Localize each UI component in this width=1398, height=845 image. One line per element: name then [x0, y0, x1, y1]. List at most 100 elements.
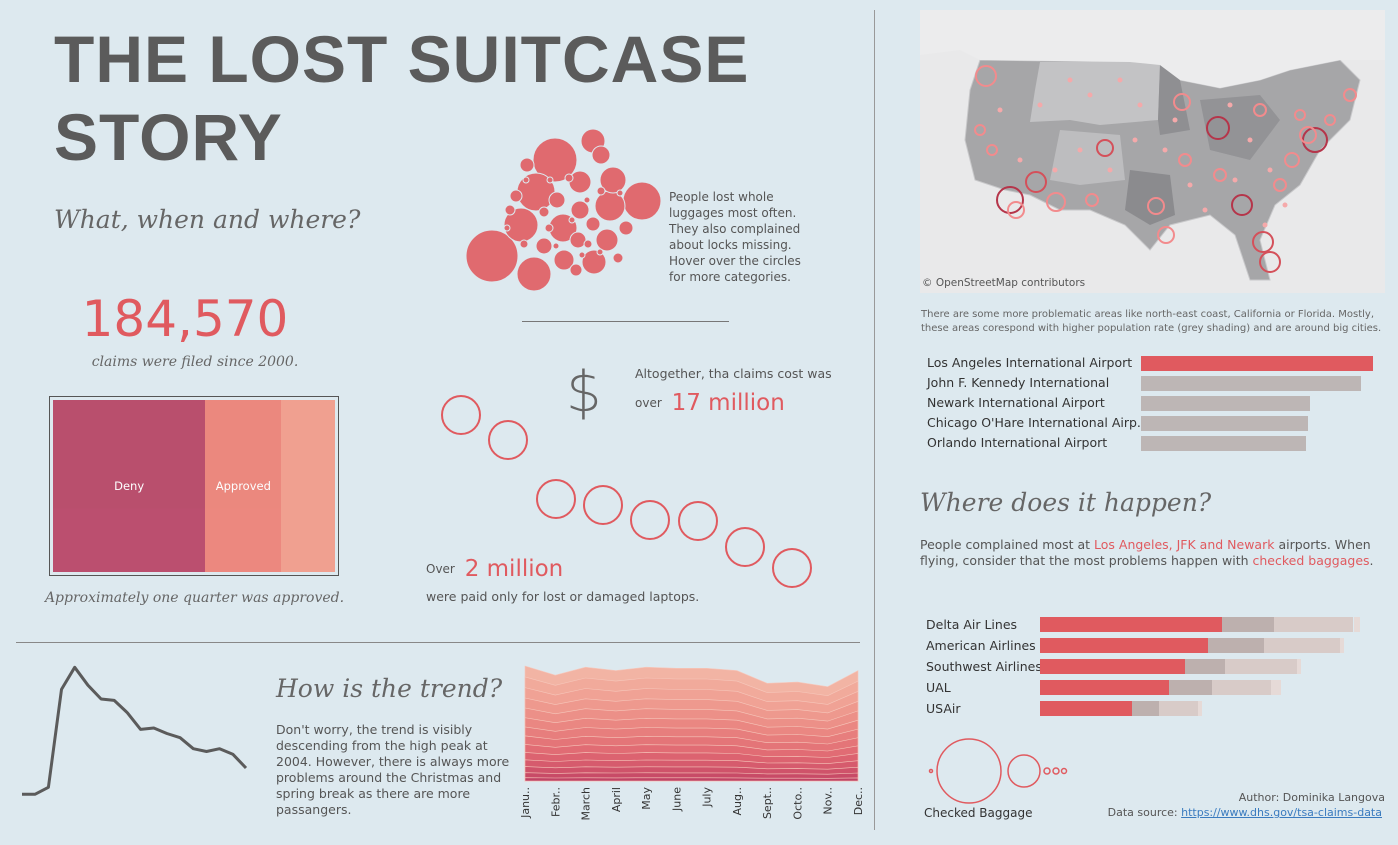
bubble [564, 173, 574, 183]
airline-bar-segment[interactable] [1132, 701, 1159, 716]
treemap-cell-deny[interactable]: Deny [53, 400, 206, 572]
horizontal-divider [16, 642, 860, 643]
airline-bar-segment[interactable] [1211, 680, 1271, 695]
where-heading: Where does it happen? [920, 488, 1212, 517]
trend-heading: How is the trend? [276, 674, 503, 703]
treemap-frame: Deny Approved [49, 396, 339, 576]
monthly-area-chart[interactable]: Janu.. Febr.. March April May June July Aug.. Se… [520, 655, 865, 840]
airline-bar-segment[interactable] [1353, 617, 1361, 632]
airline-bar-segment[interactable] [1040, 701, 1133, 716]
treemap-caption: Approximately one quarter was approved. [44, 590, 345, 606]
treemap-cell-approved[interactable]: Approved [205, 400, 282, 572]
airline-bar-chart[interactable]: Delta Air Lines American Airlines Southwes… [920, 615, 1385, 720]
airline-bar-segment[interactable] [1224, 659, 1298, 674]
airline-bar-segment[interactable] [1297, 659, 1301, 674]
airport-bar[interactable] [1141, 376, 1362, 391]
bubble [583, 239, 593, 249]
bubble [568, 216, 576, 224]
airline-bar-segment[interactable] [1264, 638, 1341, 653]
source-label: Data source: [1107, 806, 1182, 819]
category-bubbles[interactable] [460, 120, 670, 300]
airline-bar-segment[interactable] [1208, 638, 1265, 653]
area-layer [524, 777, 859, 782]
airline-bar-segment[interactable] [1340, 638, 1344, 653]
airline-bar-segment[interactable] [1040, 617, 1222, 632]
airport-label: Chicago O'Hare International Airp.. [927, 415, 1145, 430]
small-markers [997, 77, 1288, 228]
source-link[interactable]: https://www.dhs.gov/tsa-claims-data [1181, 806, 1382, 819]
title-line-2: STORY [54, 100, 283, 174]
airline-bar-segment[interactable] [1158, 701, 1199, 716]
month-tick-label: June [670, 787, 683, 812]
airline-bar-segment[interactable] [1168, 680, 1212, 695]
claim-type-legend[interactable] [925, 735, 1075, 805]
bubble [552, 242, 560, 250]
yearly-trend-chart[interactable] [18, 655, 258, 805]
legend-checked-label: Checked Baggage [924, 806, 1033, 820]
airport-bar[interactable] [1141, 436, 1306, 451]
bubble [546, 176, 554, 184]
where-text-part: . [1369, 553, 1374, 568]
airline-bar-segment[interactable] [1040, 659, 1186, 674]
bubble [618, 220, 634, 236]
map-attribution[interactable]: © OpenStreetMap contributors [922, 277, 1086, 289]
bubble [591, 145, 611, 165]
bubble [553, 249, 575, 271]
where-text-part: airports. When flying, consider that the… [920, 537, 1371, 568]
bubble [538, 206, 550, 218]
airline-bar-segment[interactable] [1274, 617, 1354, 632]
airline-bar-segment[interactable] [1198, 701, 1202, 716]
circle-mark [441, 395, 481, 435]
city-markers [974, 65, 1357, 273]
section-divider [522, 321, 729, 322]
legend-circle-checked [936, 738, 1002, 804]
bubble [596, 186, 606, 196]
decision-treemap[interactable]: Deny Approved [53, 400, 335, 572]
footer-author: Author: Dominika Langova [1238, 791, 1385, 804]
airport-bar-chart[interactable]: Los Angeles International Airport John F.… [920, 354, 1385, 464]
bubble [544, 223, 554, 233]
bubble-whole-luggage [465, 229, 519, 283]
treemap-cell-other[interactable] [281, 400, 335, 572]
legend-circle [928, 768, 934, 774]
bubble [596, 248, 604, 256]
map-region [1050, 130, 1125, 185]
airline-label: USAir [926, 701, 961, 716]
airline-bar-segment[interactable] [1185, 659, 1225, 674]
airport-bar[interactable] [1141, 416, 1309, 431]
canada-area [920, 10, 1385, 88]
legend-circle [1060, 767, 1068, 775]
month-tick-label: Janu.. [520, 787, 532, 819]
bubble [519, 157, 535, 173]
bubble [616, 189, 624, 197]
month-tick-label: May [640, 787, 653, 810]
bubble-locks [622, 181, 662, 221]
cost-intro: Altogether, tha claims cost was [635, 366, 832, 381]
cost-amount: 17 million [671, 390, 785, 416]
airline-bar-segment[interactable] [1040, 680, 1169, 695]
airport-label: Orlando International Airport [927, 435, 1108, 450]
map-canvas[interactable] [920, 10, 1385, 293]
where-text-part: People complained most at [920, 537, 1095, 552]
bubble [503, 224, 511, 232]
airport-bar[interactable] [1141, 396, 1311, 411]
airline-bar-segment[interactable] [1221, 617, 1275, 632]
airline-bar-segment[interactable] [1271, 680, 1281, 695]
laptop-circles[interactable] [430, 385, 820, 595]
airport-bar[interactable] [1141, 356, 1373, 371]
bubble [599, 166, 627, 194]
circle-mark [725, 527, 765, 567]
month-tick-label: Febr.. [549, 787, 562, 817]
month-tick-label: Nov.. [822, 787, 835, 815]
claims-map[interactable]: © OpenStreetMap contributors [920, 10, 1385, 293]
bubble [570, 200, 590, 220]
bubble [581, 249, 607, 275]
month-tick-label: Dec.. [852, 787, 865, 815]
cost-over-label: over [635, 396, 662, 410]
section-subtitle: What, when and where? [54, 205, 361, 234]
month-tick-label: Sept.. [761, 787, 774, 819]
airline-label: Southwest Airlines [926, 659, 1042, 674]
airline-bar-segment[interactable] [1040, 638, 1209, 653]
airport-label: John F. Kennedy International [927, 375, 1110, 390]
title-line-1: THE LOST SUITCASE [54, 22, 750, 96]
